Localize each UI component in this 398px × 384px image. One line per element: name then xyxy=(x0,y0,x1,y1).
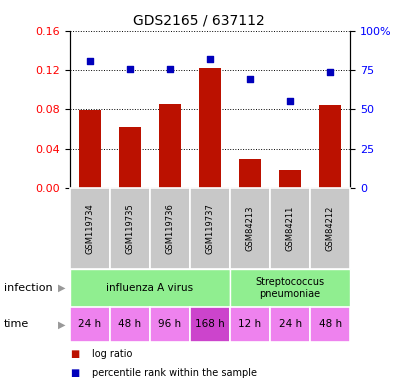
Bar xyxy=(310,188,350,269)
Text: ▶: ▶ xyxy=(58,319,66,329)
Bar xyxy=(239,159,261,188)
Text: GDS2165 / 637112: GDS2165 / 637112 xyxy=(133,13,265,27)
Point xyxy=(287,98,293,104)
Text: ▶: ▶ xyxy=(58,283,66,293)
Bar xyxy=(279,170,301,188)
Point xyxy=(127,66,133,72)
Text: 24 h: 24 h xyxy=(279,319,302,329)
Text: 168 h: 168 h xyxy=(195,319,225,329)
Bar xyxy=(150,307,190,342)
Bar xyxy=(150,188,190,269)
Text: 96 h: 96 h xyxy=(158,319,181,329)
Bar xyxy=(230,307,270,342)
Bar xyxy=(270,188,310,269)
Point xyxy=(167,66,173,72)
Text: GSM84212: GSM84212 xyxy=(326,206,335,251)
Bar xyxy=(119,127,141,188)
Text: ■: ■ xyxy=(70,368,79,379)
Bar xyxy=(110,188,150,269)
Point xyxy=(327,69,334,75)
Text: GSM119736: GSM119736 xyxy=(165,203,174,254)
Text: 48 h: 48 h xyxy=(118,319,141,329)
Bar xyxy=(319,104,341,188)
Bar xyxy=(190,188,230,269)
Text: GSM84213: GSM84213 xyxy=(246,206,255,251)
Text: ■: ■ xyxy=(70,349,79,359)
Text: 24 h: 24 h xyxy=(78,319,101,329)
Bar xyxy=(110,307,150,342)
Text: infection: infection xyxy=(4,283,53,293)
Text: GSM84211: GSM84211 xyxy=(286,206,295,251)
Text: Streptococcus
pneumoniae: Streptococcus pneumoniae xyxy=(256,277,325,299)
Bar xyxy=(79,111,101,188)
Bar xyxy=(70,269,230,307)
Bar xyxy=(70,307,110,342)
Point xyxy=(207,56,213,62)
Text: log ratio: log ratio xyxy=(92,349,132,359)
Bar xyxy=(199,68,221,188)
Text: GSM119737: GSM119737 xyxy=(205,203,215,254)
Text: GSM119734: GSM119734 xyxy=(85,203,94,254)
Text: 12 h: 12 h xyxy=(238,319,261,329)
Bar xyxy=(230,269,350,307)
Bar xyxy=(70,188,110,269)
Text: influenza A virus: influenza A virus xyxy=(106,283,193,293)
Point xyxy=(247,76,253,82)
Text: time: time xyxy=(4,319,29,329)
Bar xyxy=(190,307,230,342)
Text: percentile rank within the sample: percentile rank within the sample xyxy=(92,368,257,379)
Bar xyxy=(230,188,270,269)
Bar xyxy=(270,307,310,342)
Point xyxy=(86,58,93,65)
Bar xyxy=(310,307,350,342)
Text: GSM119735: GSM119735 xyxy=(125,203,134,254)
Text: 48 h: 48 h xyxy=(319,319,342,329)
Bar xyxy=(159,104,181,188)
